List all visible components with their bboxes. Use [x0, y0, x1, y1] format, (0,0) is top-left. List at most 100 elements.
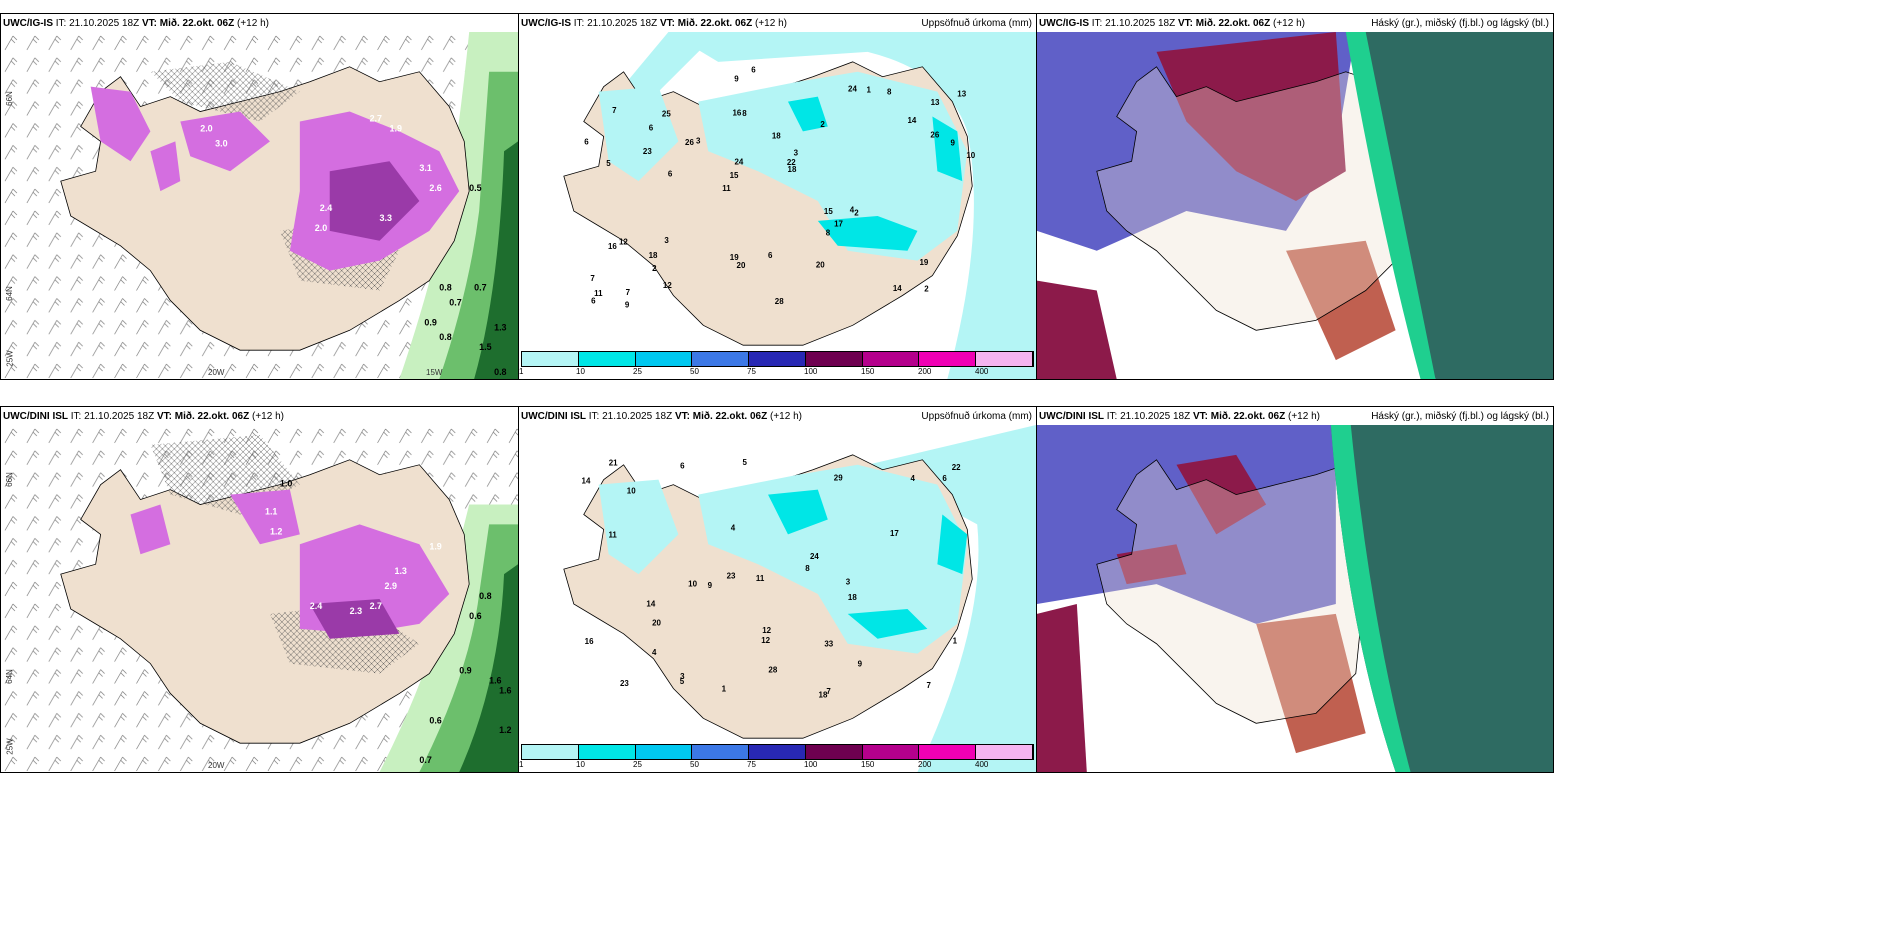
panel-subtitle: Háský (gr.), miðský (fj.bl.) og lágský (… — [1371, 411, 1549, 422]
precip-value: 23 — [727, 571, 736, 580]
precip-value: 26 — [685, 138, 694, 147]
svg-text:1.0: 1.0 — [280, 479, 292, 489]
precip-value: 2 — [854, 209, 859, 218]
precip-value: 16 — [732, 108, 741, 117]
precip-value: 25 — [662, 109, 671, 118]
legend-tick: 1 — [519, 760, 524, 769]
precip-value: 12 — [762, 626, 771, 635]
precip-value: 7 — [612, 106, 617, 115]
legend-swatch — [692, 745, 750, 759]
legend-swatch — [635, 745, 693, 759]
precip-value: 3 — [696, 136, 701, 145]
precip-value: 29 — [834, 473, 843, 482]
precip-value: 20 — [737, 261, 746, 270]
legend-tick: 150 — [861, 760, 875, 769]
panel-snow-ig: UWC/IG-IS IT: 21.10.2025 18Z VT: Mið. 22… — [0, 13, 519, 380]
panel-precip-ig: UWC/IG-IS IT: 21.10.2025 18Z VT: Mið. 22… — [518, 13, 1037, 380]
svg-text:1.5: 1.5 — [479, 342, 491, 352]
precip-value: 16 — [585, 637, 594, 646]
svg-text:2.3: 2.3 — [350, 606, 362, 616]
legend-swatch — [919, 745, 977, 759]
precip-value: 3 — [794, 149, 799, 158]
precip-value: 9 — [951, 139, 956, 148]
precip-value: 6 — [942, 474, 947, 483]
precip-value: 11 — [722, 184, 731, 193]
lon-label: 25W — [5, 738, 15, 755]
svg-text:2.4: 2.4 — [320, 203, 332, 213]
precip-value: 11 — [608, 531, 617, 540]
svg-text:1.9: 1.9 — [429, 541, 441, 551]
precip-value: 24 — [848, 84, 857, 93]
legend-tick: 25 — [633, 367, 642, 376]
precip-value: 10 — [627, 487, 636, 496]
lon-label: 15W — [426, 368, 443, 377]
precip-value: 33 — [824, 639, 833, 648]
panel-title: UWC/DINI ISL IT: 21.10.2025 18Z VT: Mið.… — [3, 411, 284, 422]
legend-tick: 50 — [690, 367, 699, 376]
svg-text:1.2: 1.2 — [270, 526, 282, 536]
svg-text:0.6: 0.6 — [469, 611, 481, 621]
precip-value: 6 — [751, 65, 756, 74]
snow-map: 2.0 3.0 2.7 1.9 3.1 2.0 2.4 3.3 2.6 0.5 … — [1, 32, 518, 379]
precip-map: 2 5 13 11 2 7 16 18 12 3 7 2 8 3 2 7 9 10 15 26 15 19 24 25 24 3 1… — [519, 32, 1036, 379]
precip-value: 26 — [930, 130, 939, 139]
precip-value: 10 — [966, 151, 975, 160]
legend-tick: 75 — [747, 367, 756, 376]
precip-value: 7 — [826, 687, 831, 696]
lat-label: 64N — [4, 286, 14, 301]
panel-precip-dini: UWC/DINI ISL IT: 21.10.2025 18Z VT: Mið.… — [518, 406, 1037, 773]
precip-value: 23 — [643, 147, 652, 156]
svg-text:1.2: 1.2 — [499, 725, 511, 735]
svg-text:3.0: 3.0 — [215, 138, 227, 148]
precip-value: 8 — [826, 229, 831, 238]
precip-value: 4 — [731, 523, 736, 532]
svg-text:0.9: 0.9 — [459, 666, 471, 676]
lon-label: 20W — [208, 368, 225, 377]
panel-snow-dini: UWC/DINI ISL IT: 21.10.2025 18Z VT: Mið.… — [0, 406, 519, 773]
svg-text:0.6: 0.6 — [429, 715, 441, 725]
panel-title: UWC/DINI ISL IT: 21.10.2025 18Z VT: Mið.… — [1039, 411, 1320, 422]
legend-tick: 100 — [804, 367, 818, 376]
svg-text:0.9: 0.9 — [424, 317, 436, 327]
precip-value: 16 — [608, 242, 617, 251]
precip-value: 22 — [787, 158, 796, 167]
precip-value: 6 — [584, 138, 589, 147]
panel-title: UWC/IG-IS IT: 21.10.2025 18Z VT: Mið. 22… — [1039, 18, 1305, 29]
precip-value: 18 — [788, 165, 797, 174]
precip-value: 24 — [734, 158, 743, 167]
precip-value: 14 — [646, 599, 655, 608]
precip-legend: 1 10 25 50 75 100 150 200 400 — [519, 351, 1034, 377]
legend-tick: 200 — [918, 367, 932, 376]
svg-text:3.1: 3.1 — [419, 163, 431, 173]
legend-swatch — [919, 352, 977, 366]
legend-tick: 100 — [804, 760, 818, 769]
legend-tick: 75 — [747, 760, 756, 769]
svg-text:2.7: 2.7 — [370, 113, 382, 123]
svg-text:1.6: 1.6 — [499, 685, 511, 695]
precip-value: 7 — [626, 288, 631, 297]
panel-subtitle: Háský (gr.), miðský (fj.bl.) og lágský (… — [1371, 18, 1549, 29]
precip-value: 14 — [907, 116, 916, 125]
precip-value: 6 — [668, 169, 673, 178]
precip-value: 4 — [910, 474, 915, 483]
svg-text:1.3: 1.3 — [394, 566, 406, 576]
precip-value: 12 — [663, 281, 672, 290]
svg-text:2.0: 2.0 — [315, 223, 327, 233]
precip-value: 13 — [931, 98, 940, 107]
precip-value: 3 — [664, 236, 669, 245]
precip-value: 2 — [820, 120, 825, 129]
legend-tick: 150 — [861, 367, 875, 376]
precip-value: 2 — [924, 284, 929, 293]
legend-tick: 400 — [975, 367, 989, 376]
legend-swatch — [522, 352, 579, 366]
precip-value: 20 — [816, 260, 825, 269]
precip-value: 12 — [761, 636, 770, 645]
precip-value: 8 — [887, 88, 892, 97]
svg-text:2.4: 2.4 — [310, 601, 322, 611]
precip-map: 1 18 3 9 6 10 10 7 5 4 4 28 23 12 29 8 11 5 9 14 33 22 24 23 17 1… — [519, 425, 1036, 772]
cloud-map — [1037, 32, 1553, 379]
precip-value: 20 — [652, 619, 661, 628]
precip-value: 9 — [625, 300, 630, 309]
legend-swatch — [522, 745, 579, 759]
svg-text:0.7: 0.7 — [449, 297, 461, 307]
